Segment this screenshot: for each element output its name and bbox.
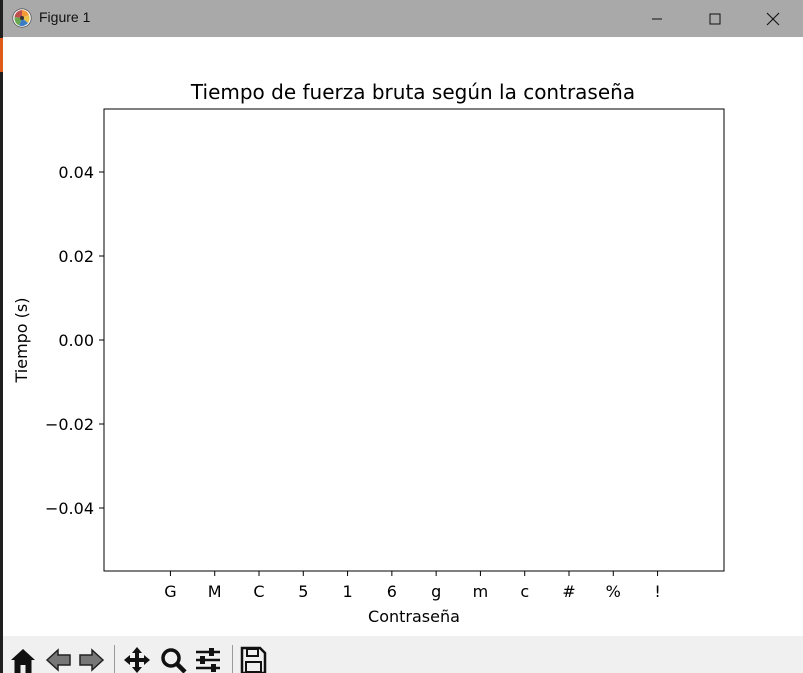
y-axis-label: Tiempo (s) [12, 297, 31, 383]
minimize-icon [652, 18, 662, 19]
figure-canvas[interactable]: Tiempo de fuerza bruta según la contrase… [3, 37, 803, 636]
x-tick-label: 6 [387, 582, 397, 601]
x-tick-label: % [606, 582, 621, 601]
x-tick-label: g [431, 582, 441, 601]
close-icon [766, 12, 780, 25]
save-button[interactable] [238, 646, 268, 673]
y-tick-label: 0.00 [58, 331, 94, 350]
window-title: Figure 1 [39, 9, 91, 25]
navigation-toolbar [3, 636, 803, 673]
forward-button[interactable] [77, 646, 107, 673]
maximize-icon [709, 13, 721, 24]
figure-window: Figure 1 Tiempo de fuerza bruta según la… [3, 0, 803, 673]
y-tick-label: 0.04 [58, 163, 94, 182]
x-tick-label: 5 [298, 582, 308, 601]
y-axis-ticks: 0.04 0.02 0.00 −0.02 −0.04 [45, 163, 104, 518]
x-tick-label: c [520, 582, 529, 601]
back-button[interactable] [43, 646, 73, 673]
x-axis-label: Contraseña [368, 607, 460, 626]
back-icon [45, 648, 71, 672]
x-tick-label: G [164, 582, 176, 601]
background-window-edge [0, 38, 3, 72]
x-tick-label: 1 [342, 582, 352, 601]
x-tick-label: M [208, 582, 222, 601]
configure-subplots-button[interactable] [193, 646, 223, 673]
x-tick-label: m [473, 582, 489, 601]
pan-button[interactable] [122, 646, 152, 673]
home-button[interactable] [8, 646, 38, 673]
home-icon [11, 649, 35, 673]
toolbar-separator [232, 645, 233, 673]
forward-icon [79, 648, 105, 672]
x-tick-label: ! [654, 582, 660, 601]
save-icon [240, 646, 267, 673]
zoom-icon [161, 648, 187, 673]
pan-icon [124, 647, 150, 673]
minimize-button[interactable] [628, 0, 686, 37]
zoom-button[interactable] [158, 646, 188, 673]
x-tick-label: # [562, 582, 575, 601]
toolbar-separator [114, 645, 115, 673]
y-tick-label: −0.04 [45, 499, 94, 518]
close-button[interactable] [744, 0, 802, 37]
maximize-button[interactable] [686, 0, 744, 37]
matplotlib-app-icon [12, 8, 32, 28]
x-tick-label: C [253, 582, 264, 601]
plot-axes [103, 108, 725, 572]
chart-title: Tiempo de fuerza bruta según la contrase… [190, 80, 635, 104]
y-tick-label: −0.02 [45, 415, 94, 434]
configure-icon [196, 648, 220, 672]
title-bar[interactable]: Figure 1 [3, 0, 803, 37]
plot-area [103, 108, 725, 572]
chart: Tiempo de fuerza bruta según la contrase… [12, 80, 725, 626]
x-axis-ticks: G M C 5 1 6 g m c #%! [164, 571, 661, 601]
y-tick-label: 0.02 [58, 247, 94, 266]
